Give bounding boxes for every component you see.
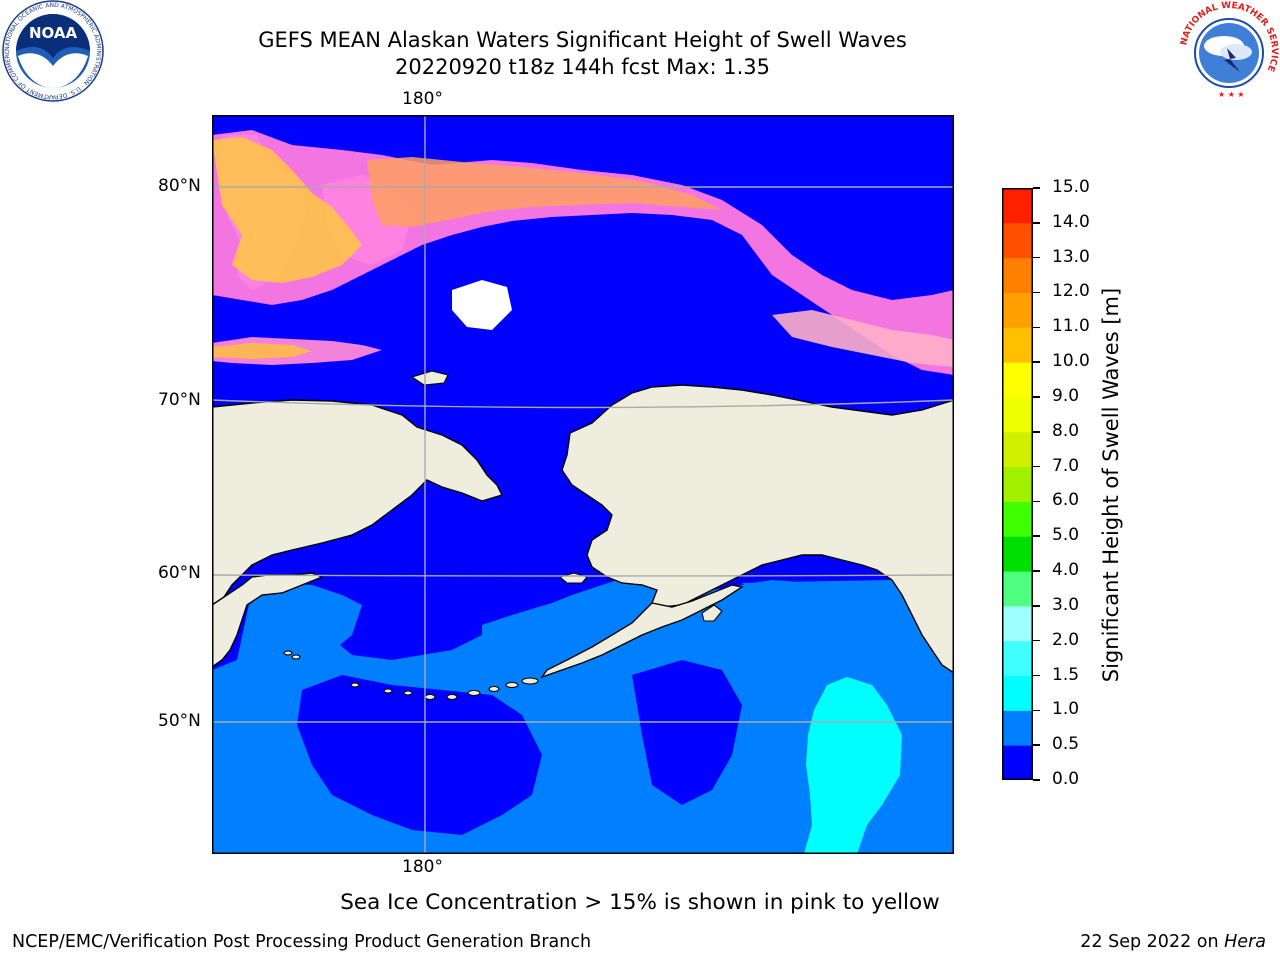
colorbar-segment [1002,188,1033,224]
colorbar-tick-label: 15.0 [1052,177,1090,197]
colorbar-tick-label: 11.0 [1052,316,1090,337]
sea-ice-east [772,310,954,367]
colorbar-tick-label: 3.0 [1052,594,1080,615]
colorbar-segment [1002,501,1033,537]
colorbar-segment [1002,292,1033,328]
colorbar-tick-label: 0.0 [1052,769,1080,789]
colorbar-tick [1033,605,1040,607]
missing-data-region-3 [452,280,512,330]
colorbar-frame [1002,188,1033,780]
colorbar-tick [1033,639,1040,642]
land-kamchatka [212,572,324,668]
chart-title: GEFS MEAN Alaskan Waters Significant Hei… [258,28,907,52]
colorbar-tick-label: 14.0 [1052,211,1090,232]
colorbar-tick-label: 1.0 [1052,699,1080,720]
colorbar-tick [1033,291,1040,294]
land-siberia [212,399,503,606]
colorbar-tick [1033,465,1040,468]
colorbar-tick-label: 4.0 [1052,560,1080,581]
parallel-60n [212,574,954,577]
aleutian-islands [283,650,539,701]
sea-ice-west-strip-core [212,343,312,359]
colorbar-segment [1002,327,1033,363]
colorbar-tick [1033,256,1040,259]
swell-pool-1 [297,675,542,835]
wrangel-island [410,370,449,386]
colorbar-tick-label: 6.0 [1052,490,1080,511]
colorbar-tick-label: 0.5 [1052,734,1080,755]
parallel-70n [212,399,954,409]
kodiak-island [701,604,723,622]
colorbar-tick-label: 1.5 [1052,664,1080,685]
nws-logo: NATIONAL WEATHER SERVICE ★ ★ ★ [1179,1,1279,101]
colorbar-tick [1033,535,1040,537]
colorbar-tick-label: 7.0 [1052,455,1080,476]
colorbar-segment [1002,745,1033,780]
colorbar-tick [1033,500,1040,503]
colorbar-segment [1002,431,1033,468]
colorbar [1002,188,1033,780]
colorbar-tick-label: 9.0 [1052,385,1080,406]
svg-text:★ ★ ★: ★ ★ ★ [1218,90,1245,99]
colorbar-tick [1033,570,1040,572]
swell-region-gulf [742,580,954,675]
colorbar-segment [1002,257,1033,293]
swell-pool-2 [632,660,742,805]
colorbar-segment [1002,640,1033,677]
lat-label-60n: 60°N [158,563,201,583]
swell-region-1.0-1.5 [804,677,902,854]
land-alaska-peninsula [540,584,744,679]
lon-label-top: 180° [402,89,443,109]
lat-label-80n: 80°N [158,176,201,196]
colorbar-tick-label: 13.0 [1052,246,1090,267]
sea-ice-core-yellow [212,137,362,283]
colorbar-tick [1033,396,1040,398]
colorbar-tick [1033,326,1040,329]
footer-date: 22 Sep 2022 on Hera [1080,932,1266,952]
lat-label-70n: 70°N [158,390,201,410]
colorbar-segment [1002,396,1033,433]
colorbar-tick [1033,744,1040,746]
colorbar-tick-label: 12.0 [1052,281,1090,302]
colorbar-segment [1002,222,1033,259]
colorbar-tick [1033,222,1040,224]
map-panel [212,115,954,854]
noaa-logo: NATIONAL OCEANIC AND ATMOSPHERIC ADMINIS… [2,0,104,102]
footer-date-text: 22 Sep 2022 on [1080,932,1225,952]
map-frame [212,115,954,854]
footer-host: Hera [1224,932,1266,952]
colorbar-title: Significant Height of Swell Waves [m] [1099,287,1123,683]
graticule [212,115,954,854]
colorbar-tick-label: 2.0 [1052,629,1080,650]
noaa-logo-text: NOAA [29,24,78,42]
colorbar-tick [1033,431,1040,433]
colorbar-segment [1002,571,1033,607]
colorbar-segment [1002,362,1033,398]
colorbar-tick [1033,361,1040,363]
colorbar-tick-label: 10.0 [1052,351,1090,372]
colorbar-tick [1033,187,1040,189]
colorbar-tick [1033,709,1040,712]
colorbar-tick [1033,674,1040,677]
colorbar-segment [1002,675,1033,711]
colorbar-segment [1002,466,1033,502]
colorbar-segment [1002,710,1033,746]
colorbar-segment [1002,536,1033,572]
sea-ice-core-orange [367,157,722,227]
sea-ice-footnote: Sea Ice Concentration > 15% is shown in … [340,890,940,915]
land-alaska [561,384,954,674]
footer-credit: NCEP/EMC/Verification Post Processing Pr… [12,932,592,952]
lon-label-bottom: 180° [402,857,443,877]
colorbar-segment [1002,605,1033,642]
colorbar-tick-label: 5.0 [1052,525,1080,546]
colorbar-tick-label: 8.0 [1052,420,1080,441]
chart-subtitle: 20220920 t18z 144h fcst Max: 1.35 [395,55,770,79]
colorbar-tick [1033,779,1040,781]
lat-label-50n: 50°N [158,711,201,731]
